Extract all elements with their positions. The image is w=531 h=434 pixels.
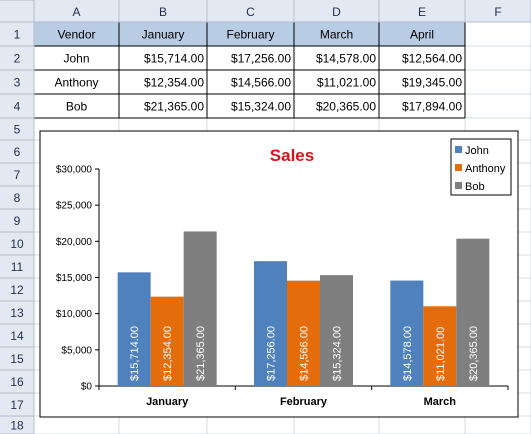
table-cell[interactable]: $15,714.00: [144, 52, 204, 66]
y-tick-label: $15,000: [56, 273, 93, 284]
legend-entry-john[interactable]: John: [465, 145, 489, 157]
row-header-10[interactable]: 10: [10, 237, 24, 251]
row-headers: 12345678910111213141516171819: [0, 0, 34, 434]
x-tick-label: February: [280, 396, 328, 408]
legend-swatch: [455, 182, 462, 189]
data-label: $12,354.00: [162, 326, 174, 381]
bar-anthony-january[interactable]: [150, 296, 184, 386]
data-label: $21,365.00: [195, 326, 207, 381]
bar-anthony-march[interactable]: [423, 306, 457, 386]
bar-john-march[interactable]: [390, 280, 424, 386]
table-cell[interactable]: John: [63, 52, 89, 66]
table-cell[interactable]: $21,365.00: [144, 100, 204, 114]
data-label: $15,324.00: [332, 326, 344, 381]
plot-area: $0 $5,000 $10,000 $15,000 $20,000 $25,000 $30,…: [56, 165, 509, 408]
sales-chart[interactable]: Sales $0 $5,000 $10,000 $15,000 $20,000 $25,0…: [39, 130, 519, 418]
bar-john-january[interactable]: [117, 272, 151, 386]
table-cell[interactable]: $17,894.00: [402, 100, 462, 114]
table-cell[interactable]: $15,324.00: [231, 100, 291, 114]
table-cell[interactable]: $17,256.00: [231, 52, 291, 66]
table-cell[interactable]: $12,564.00: [402, 52, 462, 66]
y-tick-label: $25,000: [56, 201, 93, 212]
column-header-d[interactable]: D: [332, 5, 341, 19]
chart-title: Sales: [270, 146, 314, 165]
row-header-15[interactable]: 15: [10, 352, 24, 366]
table-header-row: [34, 22, 465, 46]
y-tick-label: $0: [81, 382, 93, 393]
column-headers: A B C D E F: [72, 0, 531, 22]
row-header-8[interactable]: 8: [14, 191, 21, 205]
x-tick-label: January: [146, 396, 189, 408]
legend-swatch: [455, 164, 462, 171]
row-header-1[interactable]: 1: [14, 28, 21, 42]
data-label: $15,714.00: [129, 326, 141, 381]
row-header-6[interactable]: 6: [14, 145, 21, 159]
column-header-c[interactable]: C: [246, 5, 255, 19]
row-header-7[interactable]: 7: [14, 168, 21, 182]
table-header-cell[interactable]: March: [320, 28, 353, 42]
table-cell[interactable]: $14,578.00: [316, 52, 376, 66]
row-header-3[interactable]: 3: [14, 76, 21, 90]
data-label: $20,365.00: [468, 326, 480, 381]
bar-bob-february[interactable]: [320, 275, 353, 386]
legend-entry-anthony[interactable]: Anthony: [465, 163, 506, 175]
row-header-16[interactable]: 16: [10, 375, 24, 389]
row-header-2[interactable]: 2: [14, 52, 21, 66]
column-header-a[interactable]: A: [72, 5, 80, 19]
y-tick-label: $20,000: [56, 237, 93, 248]
y-tick-label: $10,000: [56, 309, 93, 320]
row-header-14[interactable]: 14: [10, 329, 24, 343]
table-cell[interactable]: $14,566.00: [231, 76, 291, 90]
data-label: $11,021.00: [435, 327, 447, 381]
legend-entry-bob[interactable]: Bob: [465, 181, 485, 193]
table-cell[interactable]: $19,345.00: [402, 76, 462, 90]
row-header-18[interactable]: 18: [10, 419, 24, 433]
data-label: $17,256.00: [266, 326, 278, 381]
table-cell[interactable]: $12,354.00: [144, 76, 204, 90]
table-cell[interactable]: $20,365.00: [316, 100, 376, 114]
y-tick-label: $5,000: [61, 345, 92, 356]
row-header-13[interactable]: 13: [10, 306, 24, 320]
row-header-5[interactable]: 5: [14, 123, 21, 137]
row-header-9[interactable]: 9: [14, 214, 21, 228]
chart-legend[interactable]: John Anthony Bob: [450, 138, 512, 196]
row-header-19[interactable]: 19: [10, 0, 24, 3]
data-table: Vendor January February March April John $15,7…: [33, 21, 466, 119]
table-header-cell[interactable]: February: [226, 28, 274, 42]
column-header-b[interactable]: B: [159, 5, 167, 19]
data-label: $14,578.00: [402, 326, 414, 381]
data-label: $14,566.00: [299, 326, 311, 381]
y-tick-label: $30,000: [56, 165, 93, 176]
bar-anthony-february[interactable]: [287, 280, 320, 386]
row-header-4[interactable]: 4: [14, 100, 21, 114]
table-cell[interactable]: $11,021.00: [317, 76, 376, 90]
bar-bob-january[interactable]: [183, 231, 217, 386]
table-header-cell[interactable]: Vendor: [57, 28, 95, 42]
table-cell[interactable]: Anthony: [54, 76, 98, 90]
table-header-cell[interactable]: January: [142, 28, 185, 42]
x-tick-label: March: [424, 396, 457, 408]
bar-john-february[interactable]: [254, 261, 287, 386]
row-header-12[interactable]: 12: [10, 283, 24, 297]
row-header-17[interactable]: 17: [10, 398, 24, 412]
legend-swatch: [455, 146, 462, 153]
table-header-cell[interactable]: April: [410, 28, 434, 42]
row-header-11[interactable]: 11: [11, 260, 24, 274]
column-header-f[interactable]: F: [494, 5, 501, 19]
table-cell[interactable]: Bob: [66, 100, 88, 114]
column-header-e[interactable]: E: [418, 5, 426, 19]
bar-bob-march[interactable]: [456, 238, 490, 386]
